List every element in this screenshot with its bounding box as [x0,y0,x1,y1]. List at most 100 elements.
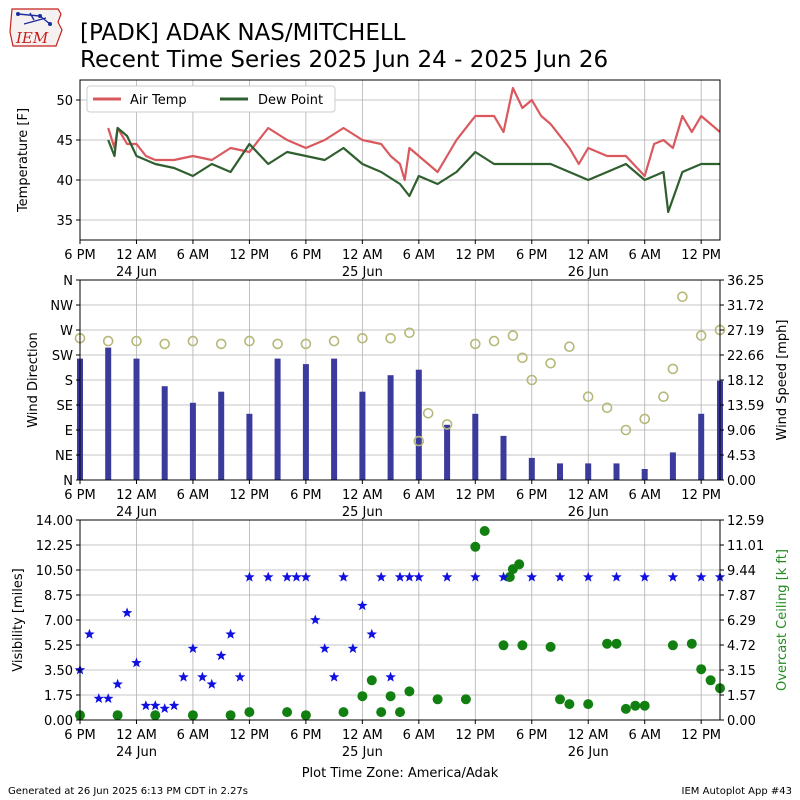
wind-speed-bar [698,413,705,480]
x-date-label: 25 Jun [342,505,383,520]
chart-title-line1: [PADK] ADAK NAS/MITCHELL [80,20,406,46]
wind-direction-tick-label: N [63,474,73,489]
wind-direction-marker [545,357,556,369]
network-node-icon [16,12,20,16]
ceiling-tick-label: 0.00 [727,714,756,729]
wind-speed-bar [613,463,620,480]
wind-direction-tick-label: E [65,424,73,439]
x-tick-label: 12 PM [230,488,270,503]
wind-direction-marker [131,335,142,347]
x-tick-label: 6 AM [177,728,210,743]
visibility-ticks: 6 PM 12 AM 6 AM 12 PM 6 PM 12 AM 6 AM 12 PM 6 PM… [36,514,764,760]
x-tick-label: 12 AM [568,728,609,743]
ceiling-marker [583,699,594,710]
chart-title-line2: Recent Time Series 2025 Jun 24 - 2025 Ju… [80,47,608,73]
wind-speed-bar [161,386,168,480]
x-tick-label: 6 AM [177,488,210,503]
x-tick-label: 6 PM [64,488,95,503]
x-date-label: 25 Jun [342,265,383,280]
visibility-marker [413,571,425,582]
wind-direction-marker [357,332,368,344]
wind-panel: 6 PM 12 AM 6 AM 12 PM 6 PM 12 AM 6 AM 12 PM 6 PM… [26,274,790,520]
x-tick-label: 6 PM [64,248,95,263]
ceiling-marker [460,694,471,705]
wind-speed-bar [669,452,676,480]
visibility-marker [470,571,481,582]
dew-point-line [107,126,720,214]
temperature-ticks: 6 PM 12 AM 6 AM 12 PM 6 PM 12 AM 6 AM 12 PM 6 PM… [56,94,721,280]
visibility-grid [79,519,720,721]
visibility-marker [639,571,650,582]
visibility-marker [611,571,622,582]
visibility-marker [140,700,152,711]
wind-direction-marker [507,330,519,341]
wind-speed-bars [77,347,723,480]
x-tick-label: 12 PM [455,488,495,503]
app-footer: IEM Autoplot App #43 [682,786,792,797]
wind-speed-bar [641,469,648,480]
wind-speed-axis-label: Wind Speed [mph] [775,320,790,441]
x-tick-label: 6 PM [64,728,95,743]
wind-direction-marker [385,332,396,344]
ceiling-marker [338,707,349,718]
visibility-marker [131,657,142,668]
visibility-marker [291,571,302,582]
temperature-legend: Air Temp Dew Point [86,85,336,113]
wind-speed-tick-label: 22.66 [727,349,764,364]
visibility-marker [112,678,123,689]
visibility-tick-label: 3.50 [44,664,73,679]
wind-speed-tick-label: 13.59 [727,399,764,414]
visibility-tick-label: 12.25 [36,539,73,554]
y-tick-label: 50 [56,94,73,109]
wind-direction-marker [413,435,425,447]
visibility-marker [498,571,509,582]
visibility-marker [234,671,246,682]
ceiling-marker [366,675,377,686]
wind-direction-tick-label: SW [52,349,73,364]
visibility-marker [93,693,105,703]
ceiling-markers [75,526,725,721]
visibility-marker [103,693,114,703]
x-tick-label: 12 AM [342,728,383,743]
visibility-marker [300,571,312,582]
wind-speed-tick-label: 31.72 [727,299,764,314]
x-tick-label: 12 AM [568,488,609,503]
wind-direction-tick-label: NW [50,299,73,314]
network-node-icon [48,22,52,26]
visibility-marker [554,571,566,582]
x-date-label: 26 Jun [568,745,609,760]
wind-direction-marker [667,363,679,375]
visibility-markers [74,571,726,713]
x-tick-label: 6 PM [290,488,321,503]
x-date-label: 26 Jun [568,505,609,520]
visibility-tick-label: 14.00 [36,514,73,529]
temperature-grid [79,80,720,240]
iowa-state-outline-icon [9,8,63,47]
visibility-marker [347,643,359,653]
ceiling-marker [602,638,613,649]
wind-grid [79,279,720,481]
ceiling-tick-label: 12.59 [727,514,764,529]
ceiling-marker [432,694,443,705]
wind-speed-bar [387,375,394,480]
temperature-axis-label: Temperature [F] [16,108,31,213]
wind-direction-marker [526,374,538,386]
wind-speed-bar [302,364,309,480]
wind-direction-marker [488,335,500,347]
wind-direction-tick-label: NE [55,449,73,464]
x-date-label: 24 Jun [116,505,157,520]
temperature-lines [107,86,721,214]
visibility-marker [121,607,133,618]
ceiling-marker [686,638,697,649]
wind-speed-bar [331,358,338,480]
temperature-plot-frame [79,79,721,241]
visibility-marker [310,614,321,625]
visibility-tick-label: 1.75 [44,689,73,704]
x-tick-label: 12 PM [455,728,495,743]
visibility-marker [178,671,189,682]
wind-speed-bar [444,424,451,480]
wind-direction-marker [564,341,575,353]
ceiling-marker [282,707,293,718]
legend-box [86,85,336,113]
ceiling-marker [357,691,368,702]
